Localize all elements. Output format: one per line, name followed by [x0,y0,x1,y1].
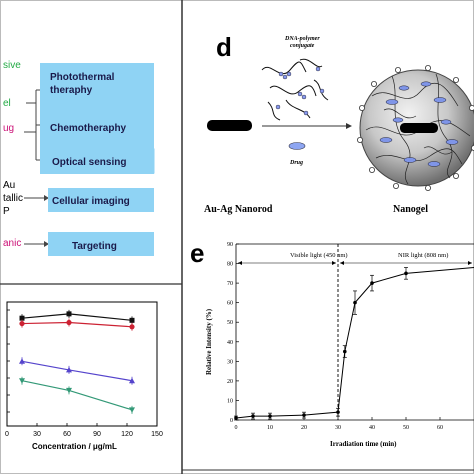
data-point [353,300,357,305]
data-point [251,414,255,418]
left-label-2: el [3,98,11,109]
arrowhead [340,261,344,265]
y-tick-label: 50 [227,320,233,326]
data-point [19,358,25,364]
drug-icon [288,142,306,150]
drug-label: Drug [289,160,303,166]
y-tick-label: 20 [227,379,233,385]
y-tick-label: 70 [227,281,233,287]
data-point [336,410,340,414]
x-tick-label: 90 [93,431,101,438]
box-label-targeting: Targeting [72,241,117,252]
series-line [21,313,133,321]
data-point [66,366,72,373]
series-line [21,321,133,328]
x-tick-label: 30 [33,431,41,438]
nanogel-label: Nanogel [393,204,428,215]
panel-d-letter: d [216,32,232,62]
x-tick-label: 30 [335,425,341,431]
data-point [129,377,135,384]
x-tick-label: 150 [151,431,163,438]
data-point [19,320,25,327]
data-point [66,319,72,326]
y-tick-label: 60 [227,301,233,307]
intensity-line [235,266,474,419]
arrowhead [44,241,49,247]
data-point [129,407,135,413]
data-point [19,378,25,384]
y-tick-label: 80 [227,262,233,268]
series-line [21,360,133,382]
y-tick-label: 10 [227,398,233,404]
data-point [129,324,135,330]
box-label-chemotherapy: Chemotheraphy [50,123,127,134]
data-point [66,311,72,317]
arrowhead [468,261,472,265]
y-tick-label: 90 [227,242,233,248]
box-label-photothermal: Photothermal theraphy [50,72,115,96]
left-label-4: Au [3,180,15,191]
x-tick-label: 120 [121,431,133,438]
nanogel-sphere [356,65,474,191]
nir-light-label: NIR light (808 nm) [398,252,448,259]
x-tick-label: 50 [403,425,409,431]
viability-x-axis-label: Concentration / μg/mL [32,442,117,451]
arrowhead [332,261,336,265]
x-tick-label: 40 [369,425,375,431]
data-point [343,349,347,354]
viability-chart: 0 30 60 90 120 150 Concentration / μg/mL [5,301,163,451]
viability-plot-frame [6,301,158,427]
data-point [268,414,272,418]
panel-d: d DNA-polymer conjugate Au-Ag Nanorod Dru… [204,32,474,215]
data-point [66,387,72,394]
box-label-optical-sensing: Optical sensing [52,157,126,168]
data-point [302,413,306,417]
left-label-6: P [3,206,10,217]
visible-light-label: Visible light (450 nm) [290,252,348,259]
data-point [129,317,135,323]
intensity-x-axis-label: Irradiation time (min) [330,440,397,448]
optical-sensing-box [47,148,155,174]
x-tick-label: 10 [267,425,273,431]
intensity-chart: e 0 10 20 30 40 50 60 0 10 20 30 40 50 60 70 80 90 Visib… [190,238,474,448]
x-tick-label: 60 [63,431,71,438]
data-point [370,281,374,285]
data-point [404,271,408,276]
left-label-1: sive [3,60,21,71]
arrowhead [44,195,49,201]
nanorod-label: Au-Ag Nanorod [204,204,273,215]
series-line [21,380,133,411]
intensity-y-axis-label: Relative Intensity (%) [205,308,213,375]
application-diagram: sive el ug Au tallic P anic Photothermal… [3,60,155,256]
panel-e-letter: e [190,238,204,268]
x-tick-label: 20 [301,425,307,431]
y-tick-label: 0 [230,418,233,424]
box-label-cellular-imaging: Cellular imaging [52,196,130,207]
left-label-7: anic [3,238,21,249]
x-tick-label: 0 [5,431,9,438]
cellular-imaging-box [48,188,154,212]
polymer-bead-cluster [275,66,325,116]
left-label-3: ug [3,123,14,134]
dna-polymer-strands [261,58,329,121]
targeting-box [48,232,154,256]
y-tick-label: 30 [227,359,233,365]
x-tick-label: 0 [235,425,238,431]
dna-polymer-label: DNA-polymer conjugate [284,36,320,49]
y-tick-label: 40 [227,340,233,346]
data-point [19,315,25,321]
encapsulated-nanorod [400,123,438,133]
au-ag-nanorod [207,120,252,131]
left-label-5: tallic [3,193,23,204]
x-tick-label: 60 [437,425,443,431]
arrowhead [346,123,352,129]
arrowhead [238,261,242,265]
data-point [234,416,238,420]
